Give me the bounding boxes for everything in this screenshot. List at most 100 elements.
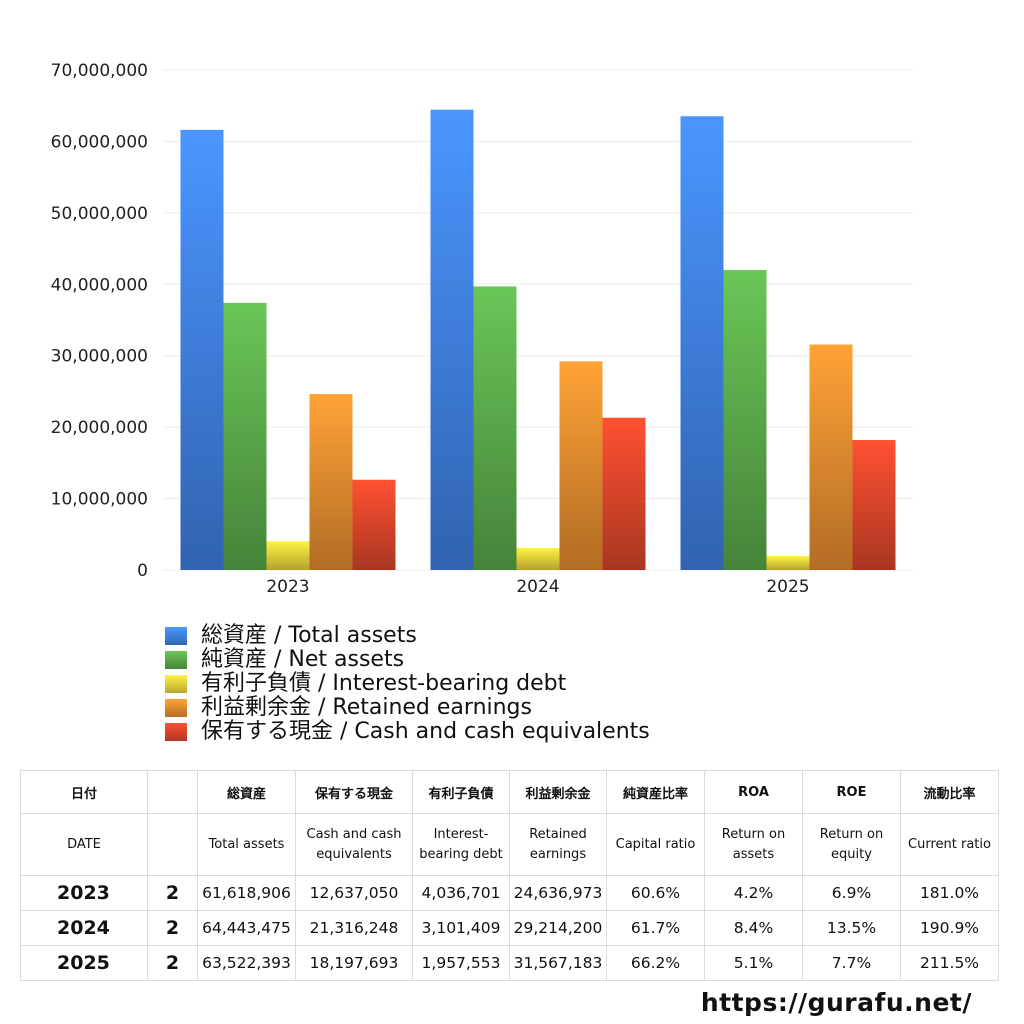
table-header-cell: Cash and cash equivalents: [295, 813, 413, 876]
x-tick-label: 2023: [266, 577, 309, 597]
table-cell: 4.2%: [704, 875, 803, 911]
bar: [559, 361, 603, 570]
table-cell: 64,443,475: [197, 910, 296, 946]
table-row: 2024 2 64,443,475 21,316,248 3,101,409 29,214…: [20, 910, 999, 946]
table-header-cell: Return on equity: [802, 813, 901, 876]
table-row: 2023 2 61,618,906 12,637,050 4,036,701 24,636…: [20, 875, 999, 911]
bar: [309, 394, 353, 570]
table-header-cell: Retained earnings: [509, 813, 607, 876]
table-cell: 8.4%: [704, 910, 803, 946]
legend-item: 純資産 / Net assets: [165, 648, 650, 672]
y-tick-label: 40,000,000: [51, 275, 148, 295]
table-header-cell: Capital ratio: [606, 813, 705, 876]
legend-swatch: [165, 675, 187, 693]
bar: [516, 547, 560, 570]
x-tick-label: 2024: [516, 577, 559, 597]
y-tick-label: 50,000,000: [51, 204, 148, 224]
y-tick-label: 60,000,000: [51, 132, 148, 152]
legend-label: 保有する現金 / Cash and cash equivalents: [201, 719, 650, 744]
bar-chart: 0 10,000,000 20,000,000 30,000,000 40,000,00…: [51, 61, 913, 597]
table-cell: 31,567,183: [509, 945, 607, 981]
table-cell: 190.9%: [900, 910, 999, 946]
chart-legend: 総資産 / Total assets 純資産 / Net assets 有利子負債 …: [165, 624, 650, 744]
table-header-cell: 純資産比率: [606, 770, 705, 814]
table-header-cell: ROA: [704, 770, 803, 814]
table-header-cell: 保有する現金: [295, 770, 413, 814]
legend-swatch: [165, 651, 187, 669]
table-header-cell: 流動比率: [900, 770, 999, 814]
table-cell: 21,316,248: [295, 910, 413, 946]
legend-item: 保有する現金 / Cash and cash equivalents: [165, 720, 650, 744]
table-cell: 5.1%: [704, 945, 803, 981]
grid-lines: [163, 69, 913, 571]
legend-label: 総資産 / Total assets: [201, 623, 417, 648]
bar: [266, 541, 310, 570]
table-row: DATE Total assets Cash and cash equivalent…: [20, 813, 999, 876]
x-axis-ticks: 2023 2024 2025: [266, 577, 809, 597]
legend-label: 有利子負債 / Interest-bearing debt: [201, 671, 567, 696]
bar: [180, 129, 224, 570]
legend-swatch: [165, 699, 187, 717]
table-header-cell: 総資産: [197, 770, 296, 814]
legend-item: 有利子負債 / Interest-bearing debt: [165, 672, 650, 696]
bar: [473, 286, 517, 570]
bar: [852, 440, 896, 570]
table-header-cell: Interest-bearing debt: [412, 813, 510, 876]
table-header-cell: Return on assets: [704, 813, 803, 876]
table-cell: 2: [147, 945, 198, 981]
table-cell: 211.5%: [900, 945, 999, 981]
bars: [180, 109, 896, 571]
table-header-cell: 日付: [20, 770, 148, 814]
table-cell: 7.7%: [802, 945, 901, 981]
table-cell: 61.7%: [606, 910, 705, 946]
table-cell: 2023: [20, 875, 148, 911]
table-cell: 181.0%: [900, 875, 999, 911]
table-cell: 6.9%: [802, 875, 901, 911]
table-cell: 18,197,693: [295, 945, 413, 981]
table-header-cell: Current ratio: [900, 813, 999, 876]
legend-item: 利益剰余金 / Retained earnings: [165, 696, 650, 720]
y-tick-label: 0: [137, 561, 148, 581]
y-tick-label: 10,000,000: [51, 490, 148, 510]
table-header-cell: 利益剰余金: [509, 770, 607, 814]
footer-url[interactable]: https://gurafu.net/: [700, 988, 972, 1017]
x-tick-label: 2025: [766, 577, 809, 597]
y-tick-label: 30,000,000: [51, 347, 148, 367]
bar: [352, 479, 396, 570]
bar: [680, 116, 724, 571]
legend-label: 利益剰余金 / Retained earnings: [201, 695, 532, 720]
table-cell: 24,636,973: [509, 875, 607, 911]
table-cell: 2025: [20, 945, 148, 981]
financial-table: 日付 総資産 保有する現金 有利子負債 利益剰余金 純資産比率 ROA ROE 流動比率 DATE…: [20, 770, 999, 981]
legend-swatch: [165, 723, 187, 741]
table-header-cell: ROE: [802, 770, 901, 814]
table-cell: 13.5%: [802, 910, 901, 946]
table-header-cell: [147, 813, 198, 876]
table-header-cell: DATE: [20, 813, 148, 876]
table-cell: 60.6%: [606, 875, 705, 911]
table-header-cell: Total assets: [197, 813, 296, 876]
bar: [602, 417, 646, 570]
bar: [430, 109, 474, 571]
table-cell: 2024: [20, 910, 148, 946]
legend-swatch: [165, 627, 187, 645]
table-cell: 1,957,553: [412, 945, 510, 981]
table-row: 日付 総資産 保有する現金 有利子負債 利益剰余金 純資産比率 ROA ROE 流動比率: [20, 770, 999, 814]
y-tick-label: 70,000,000: [51, 61, 148, 81]
legend-label: 純資産 / Net assets: [201, 647, 405, 672]
table-cell: 66.2%: [606, 945, 705, 981]
table-header-cell: [147, 770, 198, 814]
bar: [723, 270, 767, 570]
bar: [809, 344, 853, 570]
table-cell: 29,214,200: [509, 910, 607, 946]
table-cell: 12,637,050: [295, 875, 413, 911]
table-cell: 61,618,906: [197, 875, 296, 911]
legend-item: 総資産 / Total assets: [165, 624, 650, 648]
table-row: 2025 2 63,522,393 18,197,693 1,957,553 31,567…: [20, 945, 999, 981]
table-cell: 3,101,409: [412, 910, 510, 946]
table-cell: 63,522,393: [197, 945, 296, 981]
y-axis-ticks: 0 10,000,000 20,000,000 30,000,000 40,000,00…: [51, 61, 148, 581]
bar: [223, 302, 267, 570]
table-cell: 4,036,701: [412, 875, 510, 911]
bar: [766, 556, 810, 570]
